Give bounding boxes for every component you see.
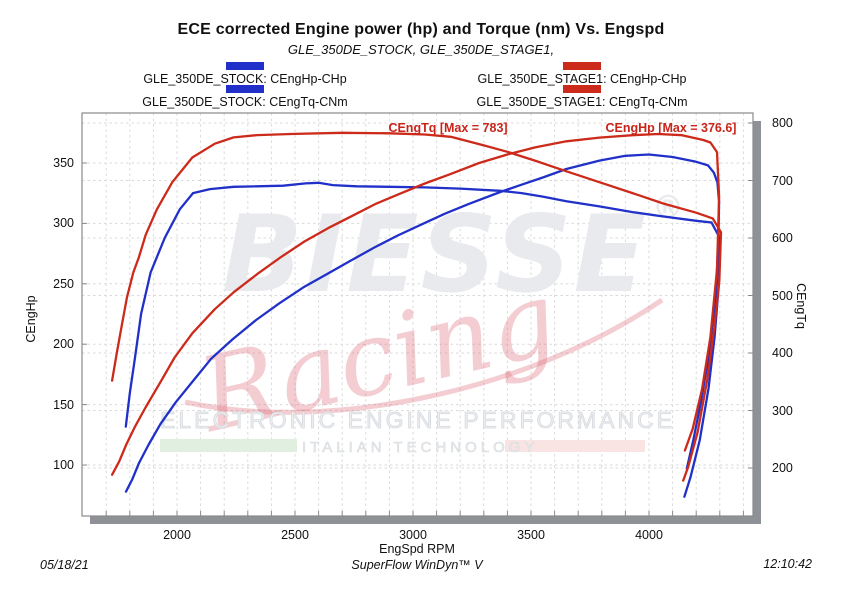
x-axis-label: EngSpd RPM <box>379 542 455 556</box>
legend-swatch-2 <box>226 85 264 93</box>
x-tick-2500: 2500 <box>281 528 309 542</box>
legend-label: GLE_350DE_STAGE1: CEngTq-CNm <box>476 95 688 109</box>
watermark: BIESSE ® Racing ELECTRONIC ENGINE PERFOR… <box>160 188 684 456</box>
footer-date: 05/18/21 <box>40 558 89 572</box>
watermark-flag-green-bar <box>160 439 297 452</box>
legend-label: GLE_350DE_STAGE1: CEngHp-CHp <box>477 72 687 86</box>
curve-gle-350de-stage1-cengtq-cnm <box>110 131 723 482</box>
chart-title: ECE corrected Engine power (hp) and Torq… <box>177 21 665 38</box>
max-annotation-1: CEngHp [Max = 376.6] <box>605 121 737 135</box>
footer-app-name: SuperFlow WinDyn™ V <box>351 558 483 572</box>
plot-frame <box>81 112 754 517</box>
curve-gle-350de-stage1-cenghp-chp <box>110 132 721 476</box>
y-right-tick-500: 500 <box>772 288 793 303</box>
y-right-tick-600: 600 <box>772 231 793 245</box>
x-tick-3500: 3500 <box>517 528 545 542</box>
x-tick-4000: 4000 <box>635 528 663 542</box>
y-left-tick-150: 150 <box>53 397 74 412</box>
curves <box>110 131 723 498</box>
y-left-tick-100: 100 <box>53 458 74 472</box>
y-left-tick-200: 200 <box>53 337 74 352</box>
legend-swatch-1 <box>563 62 601 70</box>
legend-swatch-0 <box>226 62 264 70</box>
y-left-tick-350: 350 <box>53 156 74 170</box>
watermark-line2-text: ITALIAN TECHNOLOGY <box>302 439 538 456</box>
chart-subtitle: GLE_350DE_STOCK, GLE_350DE_STAGE1, <box>287 42 555 57</box>
y-left-tick-250: 250 <box>53 276 74 291</box>
y-right-tick-800: 800 <box>772 116 793 130</box>
y-left-tick-300: 300 <box>53 216 74 231</box>
axis-tick-marks <box>82 122 753 516</box>
legend-label: GLE_350DE_STOCK: CEngHp-CHp <box>143 72 347 86</box>
legend-swatch-3 <box>563 85 601 93</box>
footer-time: 12:10:42 <box>763 557 812 571</box>
y-right-tick-700: 700 <box>772 173 793 188</box>
watermark-line1-text: ELECTRONIC ENGINE PERFORMANCE <box>160 407 675 433</box>
watermark-swash <box>184 297 664 415</box>
x-tick-2000: 2000 <box>163 528 191 542</box>
x-tick-3000: 3000 <box>399 528 427 542</box>
y-right-tick-300: 300 <box>772 403 793 418</box>
y-right-tick-200: 200 <box>772 461 793 475</box>
legend-label: GLE_350DE_STOCK: CEngTq-CNm <box>142 95 348 109</box>
watermark-flag-red-bar <box>505 440 645 452</box>
y-right-tick-400: 400 <box>772 346 793 360</box>
max-annotation-0: CEngTq [Max = 783] <box>388 121 508 135</box>
